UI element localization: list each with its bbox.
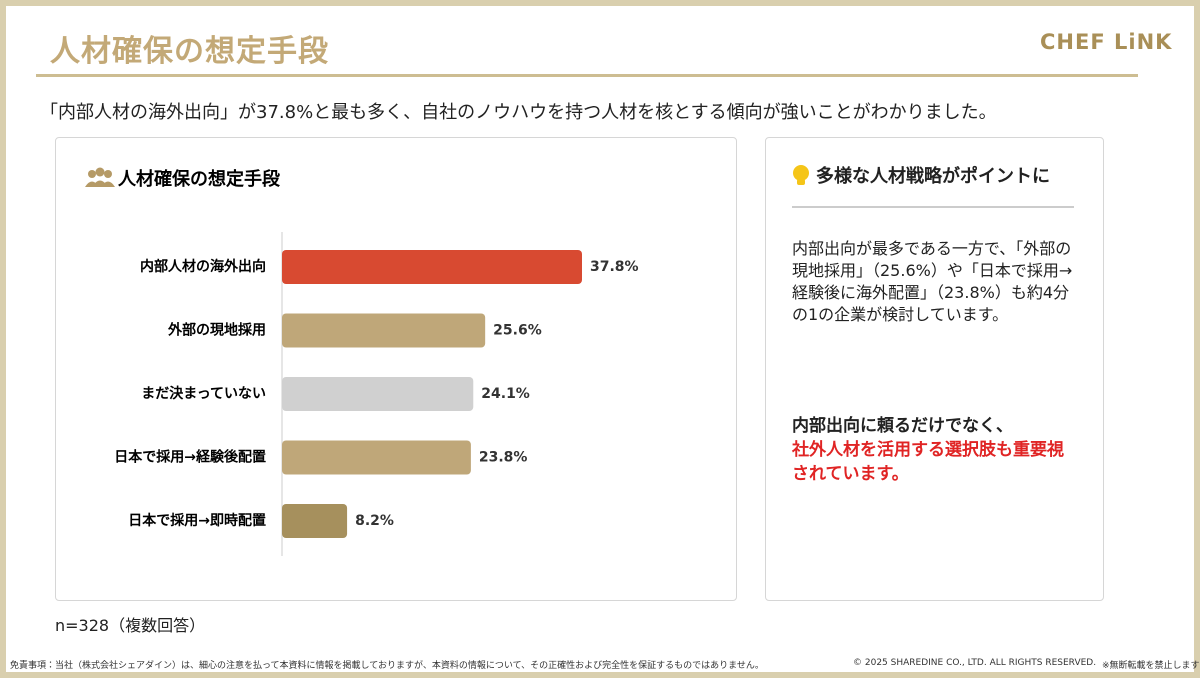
- bar: [282, 440, 471, 475]
- value-label: 24.1%: [481, 386, 530, 402]
- value-label: 23.8%: [479, 450, 528, 466]
- category-label: まだ決まっていない: [141, 385, 266, 402]
- bar: [282, 377, 474, 411]
- category-label: 外部の現地採用: [167, 322, 266, 339]
- bar: [282, 504, 348, 538]
- page-title: 人材確保の想定手段: [50, 34, 329, 69]
- bulb-icon: [793, 165, 809, 185]
- chart-title: 人材確保の想定手段: [117, 168, 281, 190]
- bar: [282, 250, 582, 284]
- chart-card: 人材確保の想定手段 内部人材の海外出向 37.8% 外部の現地採用 25.6% まだ決ま…: [55, 137, 737, 601]
- notice: ※無断転載を禁止します: [1102, 661, 1200, 671]
- category-label: 日本で採用→経験後配置: [114, 449, 266, 466]
- insight-rule: [792, 206, 1074, 208]
- disclaimer: 免責事項：当社（株式会社シェアダイン）は、細心の注意を払って本資料に情報を掲載し…: [10, 661, 764, 671]
- people-icon: [85, 167, 115, 187]
- copyright: © 2025 SHAREDINE CO., LTD. ALL RIGHTS RE…: [853, 658, 1097, 668]
- lead-text: 「内部人材の海外出向」が37.8%と最も多く、自社のノウハウを持つ人材を核とする…: [40, 102, 997, 123]
- category-label: 内部人材の海外出向: [140, 258, 266, 275]
- insight-title: 多様な人材戦略がポイントに: [816, 166, 1050, 187]
- emphasis-text: 内部出向に頼るだけでなく、: [792, 416, 1013, 436]
- bar: [282, 313, 486, 348]
- highlight-text: 社外人材を活用する選択肢も重要視されています。: [792, 440, 1064, 484]
- value-label: 8.2%: [355, 513, 394, 529]
- value-label: 25.6%: [493, 323, 542, 339]
- insight-body: 内部出向が最多である一方で、「外部の現地採用」（25.6%）や「日本で採用→経験…: [792, 239, 1073, 324]
- chart: 人材確保の想定手段 内部人材の海外出向 37.8% 外部の現地採用 25.6% まだ決ま…: [85, 167, 639, 556]
- insight-emphasis: 内部出向に頼るだけでなく、 社外人材を活用する選択肢も重要視されています。: [792, 414, 1074, 486]
- insight-card: 多様な人材戦略がポイントに 内部出向が最多である一方で、「外部の現地採用」（25…: [765, 137, 1104, 601]
- logo: CHEF LiNK: [1040, 30, 1173, 54]
- value-label: 37.8%: [590, 259, 639, 275]
- title-rule: [36, 74, 1138, 77]
- sample-note: n=328（複数回答）: [55, 616, 206, 635]
- category-label: 日本で採用→即時配置: [128, 512, 266, 529]
